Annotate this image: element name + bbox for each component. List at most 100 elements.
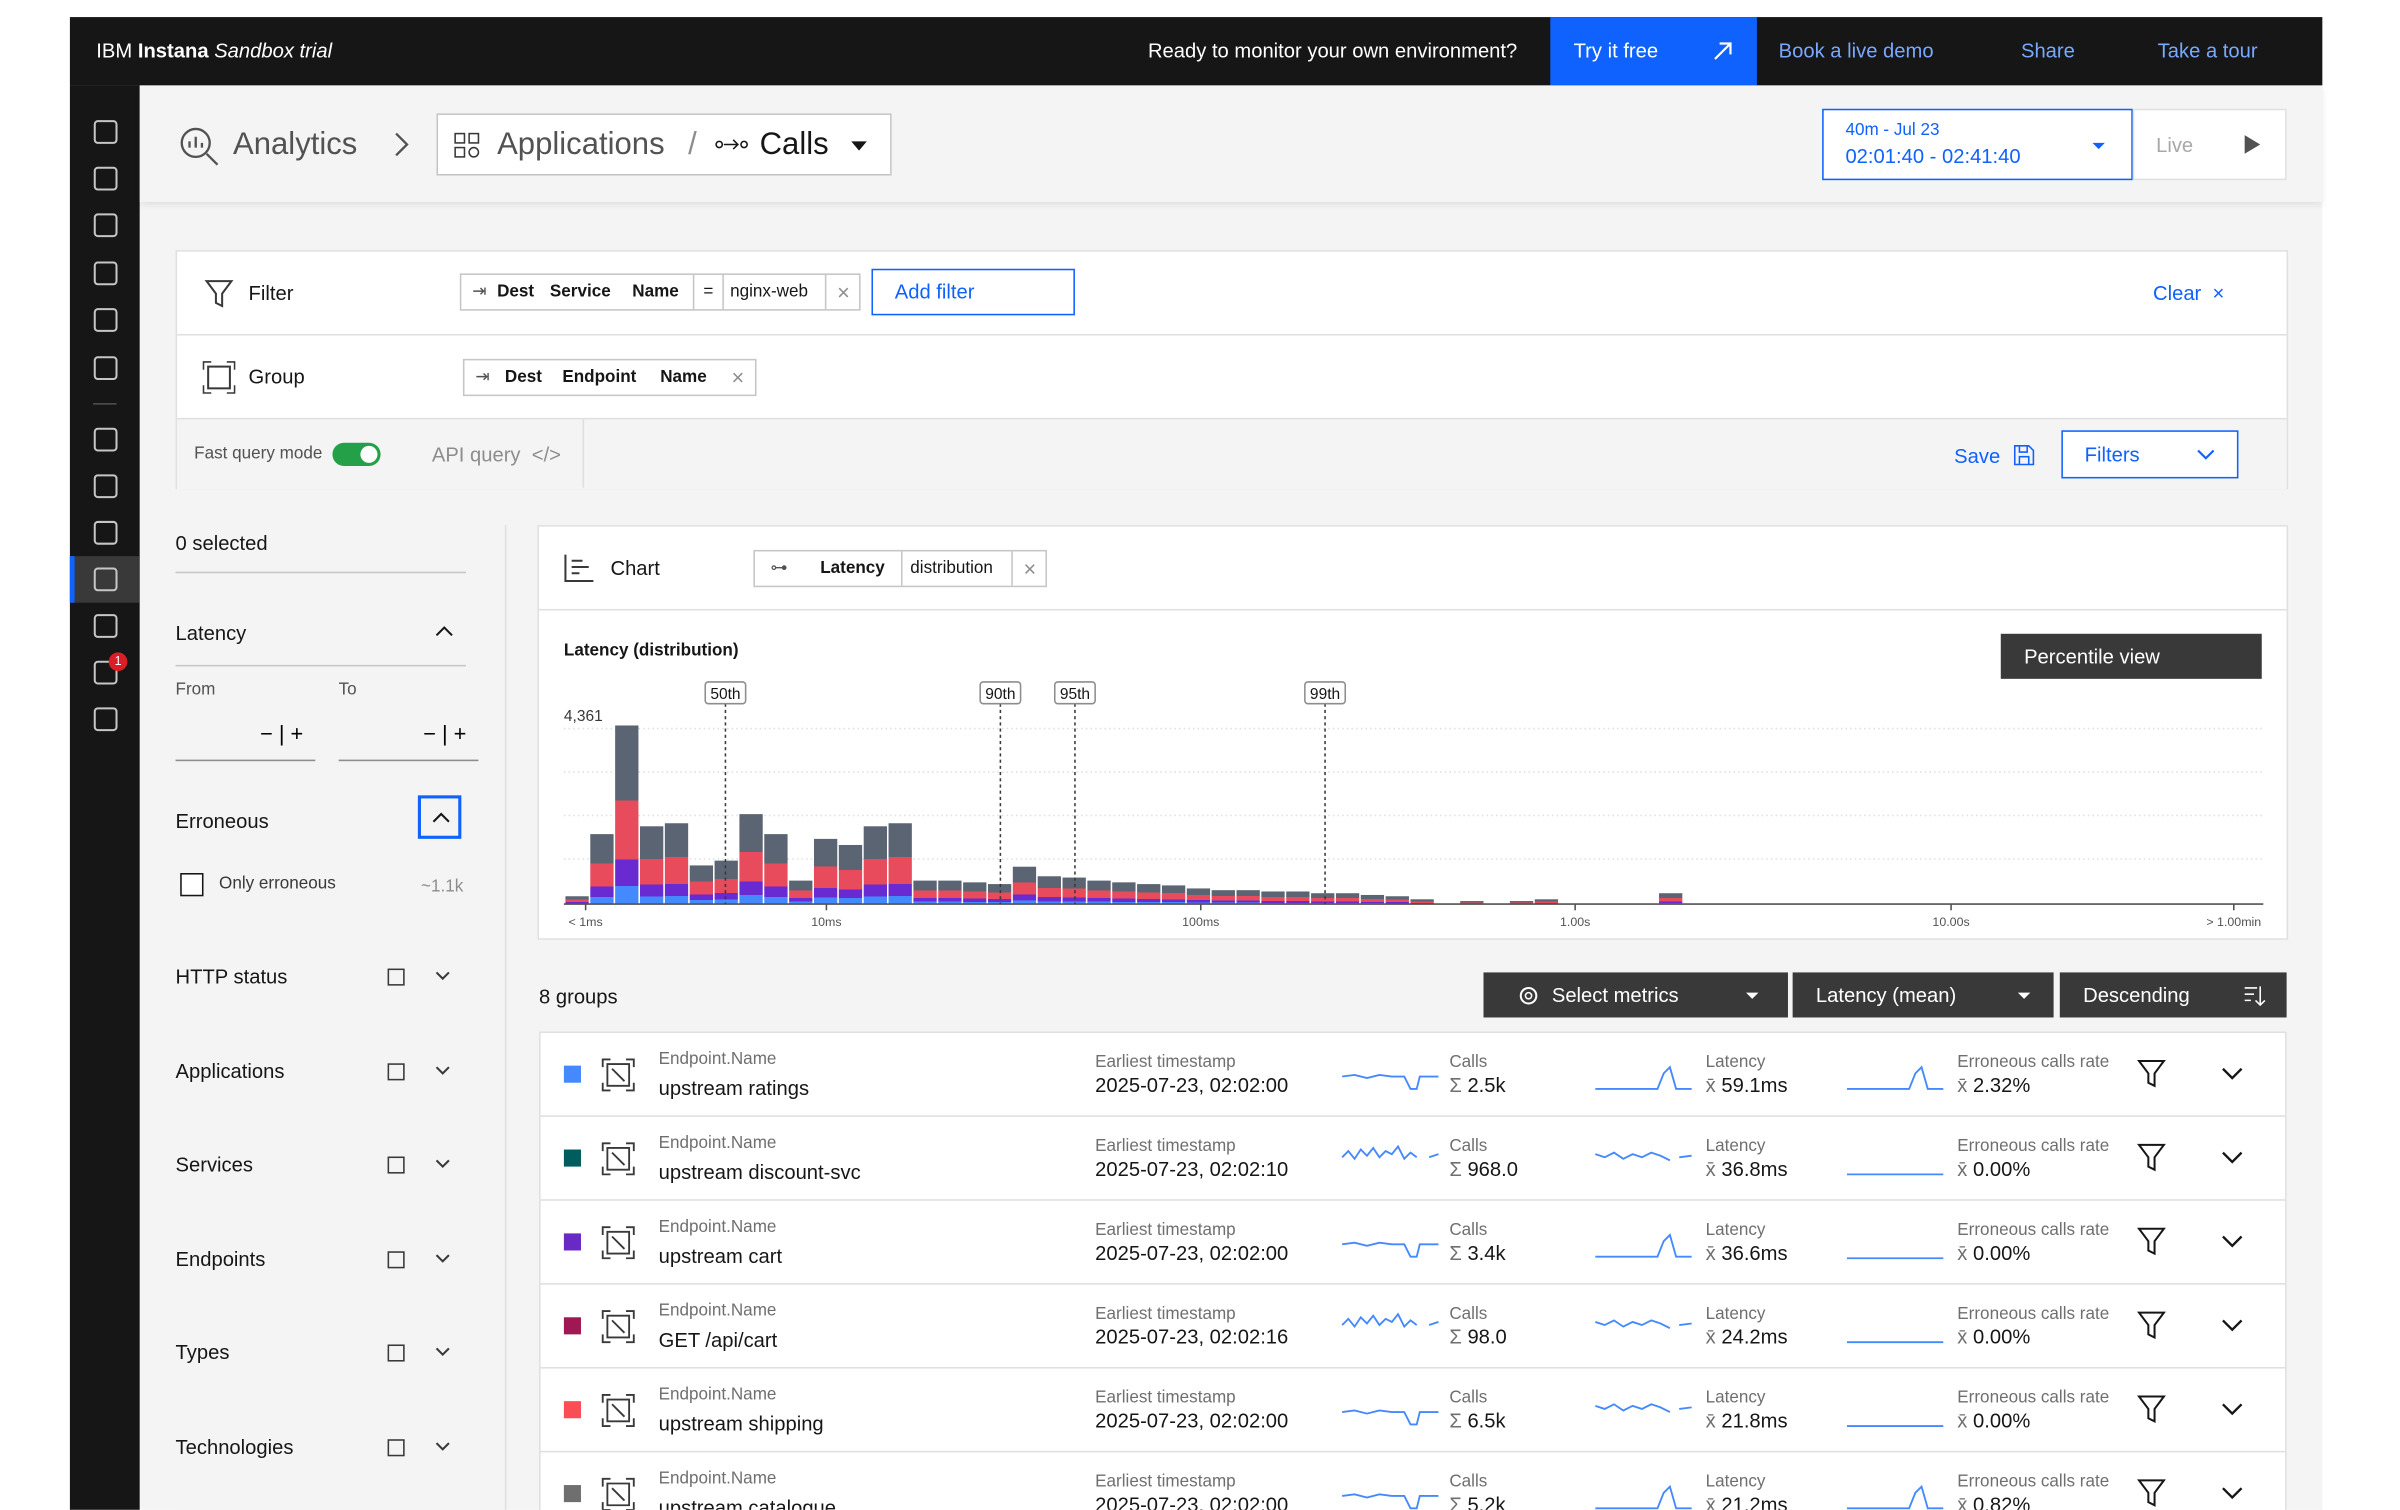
demo-link[interactable]: Book a live demo <box>1778 38 1934 63</box>
facet[interactable]: Applications <box>175 1058 285 1082</box>
erroneous-facet[interactable]: Erroneous <box>175 809 269 833</box>
icon-path <box>601 1058 635 1092</box>
clear-label: Clear <box>2153 281 2202 305</box>
collapse-button[interactable] <box>417 795 462 839</box>
group-chip[interactable]: ⇥ Dest Endpoint Name × <box>462 358 757 397</box>
bar <box>1659 893 1683 905</box>
sidebar-icons <box>69 120 140 732</box>
bar <box>1509 901 1534 905</box>
latency-label: Latency <box>1705 1220 1766 1240</box>
symbol: Σ <box>1449 1408 1462 1433</box>
save[interactable]: Save <box>1954 444 2001 468</box>
endpoint-icon <box>601 1394 635 1427</box>
series-swatch <box>563 1401 581 1419</box>
metric: 0.00% <box>1973 1408 2031 1433</box>
x-tick-label: < 1ms <box>569 915 603 929</box>
expand-button[interactable] <box>2221 1151 2243 1165</box>
fast-query-toggle[interactable] <box>332 442 381 467</box>
chart-chip[interactable]: ⊶ Latency distribution × <box>753 549 1047 588</box>
to-input[interactable]: − | + <box>338 721 479 762</box>
group-row[interactable]: Endpoint.Name upstream discount-svc Earlie… <box>539 1115 2287 1201</box>
nav-icon <box>93 308 118 332</box>
expand-button[interactable] <box>2221 1067 2243 1081</box>
expand-button[interactable] <box>2221 1487 2243 1501</box>
filter-icon <box>204 280 234 308</box>
filter-button[interactable] <box>2137 1311 2166 1340</box>
apps-icon <box>454 132 480 158</box>
filter-button[interactable] <box>2137 1059 2166 1088</box>
symbol: x̄ <box>1705 1241 1716 1265</box>
bar <box>739 814 763 905</box>
from-input[interactable]: − | + <box>175 721 316 762</box>
series-swatch <box>563 1149 581 1167</box>
metric: 0.00% <box>1973 1325 2031 1349</box>
icon-path <box>2222 1067 2243 1080</box>
percentile-button[interactable]: Percentile view <box>2000 633 2262 679</box>
calls-value: Σ 5.2k <box>1449 1493 1505 1510</box>
clear[interactable]: Clear × <box>2153 281 2225 305</box>
metric: 36.6ms <box>1721 1241 1788 1265</box>
symbol: x̄ <box>1957 1492 1968 1510</box>
filter-button[interactable] <box>2137 1479 2166 1507</box>
brand: IBM Instana Sandbox trial <box>96 39 332 62</box>
add-filter[interactable]: Add filter <box>871 268 1075 316</box>
api-query-label: API query <box>431 442 521 467</box>
ts-value: 2025-07-23, 02:02:00 <box>1095 1073 1289 1097</box>
facet[interactable]: Endpoints <box>175 1246 266 1270</box>
expand-button[interactable] <box>2221 1319 2243 1333</box>
context-select[interactable]: Applications / Calls <box>436 113 892 176</box>
sparkline <box>1846 1341 1944 1344</box>
expand-button[interactable] <box>2221 1235 2243 1249</box>
symbol: Σ <box>1449 1325 1462 1349</box>
series-swatch <box>563 1065 581 1083</box>
erroneous-count: ~1.1k <box>420 877 464 897</box>
filter-button[interactable] <box>2137 1395 2166 1423</box>
group-row[interactable]: Endpoint.Name GET /api/cart Earliest times… <box>539 1283 2287 1369</box>
facet[interactable]: Types <box>175 1340 230 1364</box>
y-tick-label: 4,361 <box>564 708 603 725</box>
select-metrics[interactable]: Select metrics <box>1483 972 1788 1018</box>
crumb[interactable]: Analytics <box>233 127 358 162</box>
nav-icon <box>93 707 118 732</box>
sort-order[interactable]: Descending <box>2059 972 2287 1018</box>
latency-facet[interactable]: Latency <box>175 621 247 645</box>
facet[interactable]: Services <box>175 1152 253 1176</box>
sparkline-path <box>1846 1065 1944 1090</box>
sparkline-path <box>1341 1312 1439 1329</box>
bar <box>938 880 962 905</box>
group-row[interactable]: Endpoint.Name upstream shipping Earliest t… <box>539 1366 2287 1453</box>
row-key: Endpoint.Name <box>658 1469 777 1489</box>
group-row[interactable]: Endpoint.Name upstream ratings Earliest ti… <box>539 1031 2287 1117</box>
err-label: Erroneous calls rate <box>1957 1388 2110 1408</box>
add-filter-label: Add filter <box>894 279 975 303</box>
nav-icon <box>93 614 118 638</box>
group-by-icon <box>387 1062 405 1080</box>
group-row[interactable]: Endpoint.Name upstream cart Earliest times… <box>539 1199 2287 1285</box>
api-query[interactable]: API query </> <box>432 443 561 466</box>
percentile-tag <box>979 681 1022 705</box>
share-link[interactable]: Share <box>2020 38 2075 63</box>
facet[interactable]: HTTP status <box>175 964 288 988</box>
filter-button[interactable] <box>2137 1143 2166 1172</box>
time-picker[interactable]: 40m - Jul 23 02:01:40 - 02:41:40 <box>1822 108 2133 181</box>
bar <box>764 834 788 905</box>
filter-button[interactable] <box>2137 1227 2166 1256</box>
endpoint-icon <box>601 1310 635 1344</box>
bar <box>565 896 589 905</box>
expand-button[interactable] <box>2221 1403 2243 1417</box>
bar <box>1012 866 1037 905</box>
group-row[interactable]: Endpoint.Name upstream catalogue Earliest … <box>539 1450 2287 1510</box>
percentile-tag <box>1304 681 1347 705</box>
tour-link[interactable]: Take a tour <box>2157 38 2258 63</box>
ts-label: Earliest timestamp <box>1095 1137 1236 1156</box>
chart-panel: Chart ⊶ Latency distribution × Latency (… <box>537 525 2289 940</box>
facet[interactable]: Technologies <box>175 1434 294 1458</box>
checkbox[interactable] <box>180 873 204 897</box>
symbol: x̄ <box>1705 1073 1716 1097</box>
metric: 21.2ms <box>1721 1492 1788 1510</box>
try-button[interactable]: Try it free <box>1550 17 1757 86</box>
filter-chip[interactable]: ⇥ Dest Service Name = nginx-web × <box>459 273 861 311</box>
sort-by[interactable]: Latency (mean) <box>1792 972 2054 1018</box>
filters-button[interactable]: Filters <box>2061 430 2239 479</box>
live-button[interactable]: Live <box>2132 108 2287 181</box>
